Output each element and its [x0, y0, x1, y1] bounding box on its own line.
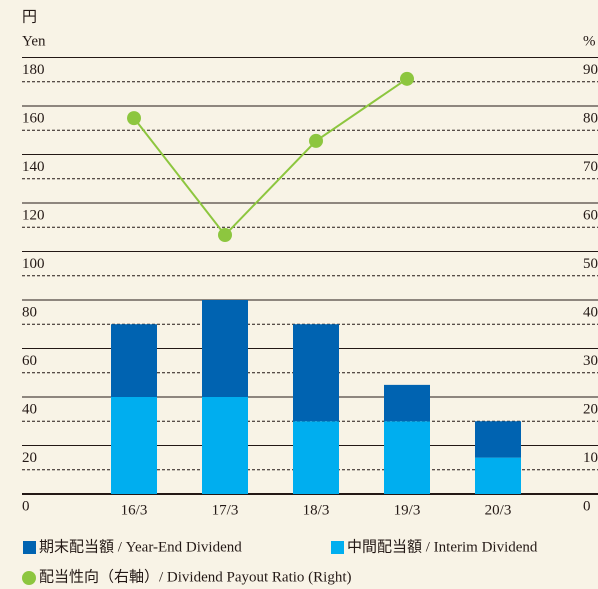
bar	[384, 384, 430, 422]
bar	[293, 324, 339, 422]
y2-tick-label: 80	[583, 110, 598, 126]
x-tick-label: 20/3	[485, 502, 512, 518]
legend-label: 中間配当額 / Interim Dividend	[347, 538, 538, 555]
legend-label: 期末配当額 / Year-End Dividend	[39, 538, 242, 555]
y-tick-label: 40	[22, 401, 37, 417]
y-unit-ja: 円	[22, 9, 37, 25]
bar	[384, 421, 430, 494]
y2-tick-label: 10	[583, 450, 598, 466]
legend-label: 配当性向（右軸）/ Dividend Payout Ratio (Right)	[39, 568, 352, 585]
legend-swatch	[23, 541, 36, 554]
y-tick-label: 0	[22, 498, 30, 514]
y2-unit: %	[583, 33, 596, 49]
y-tick-label: 180	[22, 62, 45, 78]
x-tick-label: 17/3	[212, 502, 239, 518]
legend-swatch	[22, 571, 36, 585]
x-tick-label: 18/3	[303, 502, 330, 518]
y-tick-label: 120	[22, 207, 45, 223]
y-tick-label: 20	[22, 450, 37, 466]
bar	[475, 421, 521, 458]
y-tick-label: 100	[22, 256, 45, 272]
y2-tick-label: 70	[583, 159, 598, 175]
bar	[111, 397, 157, 494]
point	[400, 71, 414, 86]
y2-tick-label: 60	[583, 207, 598, 223]
point	[218, 228, 232, 243]
point	[309, 133, 323, 148]
y2-tick-label: 0	[583, 498, 591, 514]
line	[133, 78, 408, 237]
y2-tick-label: 20	[583, 401, 598, 417]
y-unit: Yen	[22, 33, 46, 49]
bar	[293, 421, 339, 494]
y2-tick-label: 90	[583, 62, 598, 78]
bar	[202, 300, 248, 397]
y-tick-label: 160	[22, 110, 45, 126]
bar	[111, 324, 157, 397]
y-tick-label: 140	[22, 159, 45, 175]
legend-swatch	[331, 541, 344, 554]
bar	[202, 397, 248, 494]
x-tick-label: 16/3	[121, 502, 148, 518]
y2-tick-label: 30	[583, 353, 598, 369]
y-tick-label: 80	[22, 304, 37, 320]
bar	[475, 457, 521, 494]
point	[127, 111, 141, 126]
y2-tick-label: 50	[583, 256, 598, 272]
y-tick-label: 60	[22, 353, 37, 369]
y2-tick-label: 40	[583, 304, 598, 320]
x-tick-label: 19/3	[394, 502, 421, 518]
